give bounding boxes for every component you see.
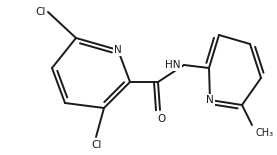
Text: N: N	[206, 95, 214, 105]
Text: CH₃: CH₃	[256, 128, 274, 138]
Text: O: O	[158, 114, 166, 124]
Text: Cl: Cl	[92, 140, 102, 150]
Text: Cl: Cl	[36, 7, 46, 17]
Text: N: N	[114, 45, 122, 55]
Text: HN: HN	[165, 60, 181, 70]
